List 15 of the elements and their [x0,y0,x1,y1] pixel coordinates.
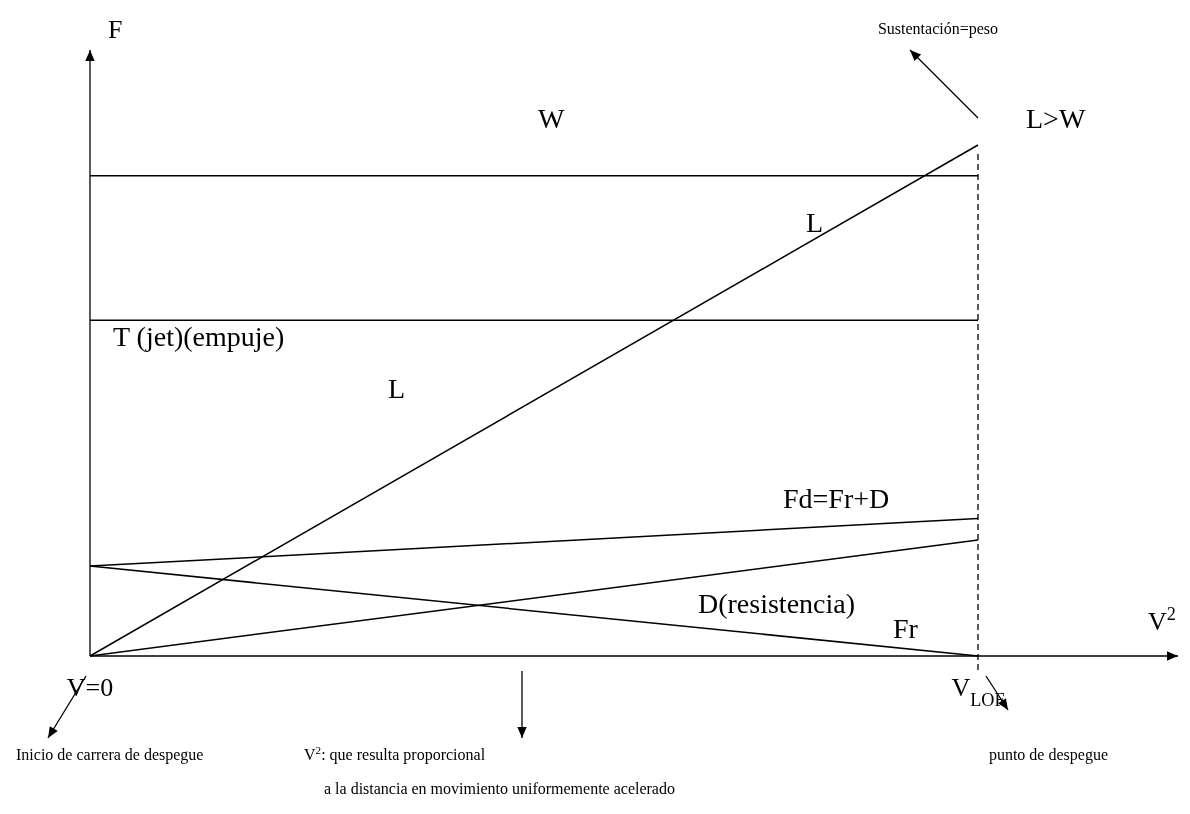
text: Sustentación=peso [877,20,999,38]
text: a la distancia en movimiento uniformemente acelerado [324,780,675,797]
series-label: Fd=Fr+D [783,483,890,514]
series-label: L [806,207,824,238]
text: punto de despegue [988,746,1108,764]
x-axis-title: V$^{2}$ [1148,604,1176,636]
text: L>W [1026,103,1086,134]
series-label: Fr [893,613,919,644]
series-label: W [538,103,565,134]
series-label: D(resistencia) [698,588,856,619]
annotation: L [388,373,406,404]
y-axis-title: F [108,15,123,44]
text: V$^{2}$: que resulta proporcional [304,744,486,764]
text: Inicio de carrera de despegue [16,746,204,764]
series-label: T (jet)(empuje) [113,321,285,352]
